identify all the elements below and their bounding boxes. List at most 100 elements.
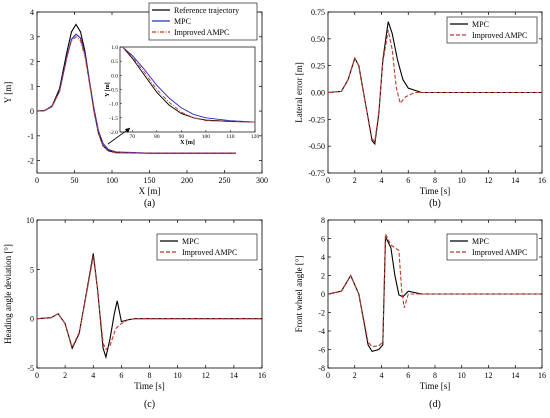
legend-label: Improved AMPC <box>472 31 527 40</box>
inset-x-tick-label: 70 <box>130 134 136 140</box>
y-tick-label: -6 <box>318 346 325 355</box>
legend-label: MPC <box>472 20 489 29</box>
x-tick-label: 2 <box>353 371 357 380</box>
y-tick-label: 0.75 <box>311 8 325 17</box>
series-line-improved-ampc <box>36 36 236 154</box>
y-axis-label: Heading angle deviation [°] <box>3 244 13 344</box>
x-axis-label: Time [s] <box>420 186 450 196</box>
inset-y-tick-label: -1.0 <box>109 102 118 108</box>
series-line-improved-ampc <box>327 30 542 144</box>
y-tick-label: 0.00 <box>311 89 325 98</box>
inset-y-tick-label: 0.0 <box>111 73 118 79</box>
x-tick-label: 150 <box>144 176 156 185</box>
x-tick-label: 14 <box>511 176 519 185</box>
y-tick-label: 0.50 <box>311 35 325 44</box>
inset-y-tick-label: -1.5 <box>109 116 118 122</box>
panel-label: (a) <box>144 198 155 209</box>
legend-label: MPC <box>174 17 191 26</box>
legend-label: Improved AMPC <box>472 248 527 257</box>
y-axis-label: Front wheel angle [°] <box>294 256 304 333</box>
y-tick-label: -0.75 <box>308 169 325 178</box>
x-axis-label: X [m] <box>139 186 161 196</box>
chart-panel-1: 0 50 100 150 200 250 300 -2 -1 0 1 2 3 4 X [m] Y [m] (a)… <box>3 2 268 209</box>
x-tick-label: 250 <box>219 176 231 185</box>
legend-label: Improved AMPC <box>174 28 229 37</box>
series-line-improved-ampc <box>327 233 542 348</box>
y-tick-label: 0 <box>30 107 34 116</box>
legend-box <box>446 16 538 44</box>
x-tick-label: 16 <box>538 371 546 380</box>
y-tick-label: 4 <box>321 253 325 262</box>
panel-label: (b) <box>429 198 441 209</box>
x-tick-label: 16 <box>538 176 546 185</box>
y-tick-label: 0 <box>321 290 325 299</box>
x-tick-label: 10 <box>458 371 466 380</box>
x-tick-label: 12 <box>485 176 493 185</box>
y-tick-label: -0.25 <box>308 115 325 124</box>
y-tick-label: 5 <box>30 265 34 274</box>
inset-y-tick-label: -2.0 <box>109 130 118 136</box>
x-tick-label: 6 <box>406 371 410 380</box>
x-tick-label: 12 <box>485 371 493 380</box>
legend: MPC Improved AMPC <box>446 233 538 261</box>
inset-x-axis-label: X [m] <box>180 140 195 146</box>
y-tick-label: -2 <box>27 157 34 166</box>
legend-label: Improved AMPC <box>182 248 237 257</box>
y-tick-label: 8 <box>321 216 325 225</box>
x-tick-label: 16 <box>258 371 266 380</box>
inset-y-axis-label: Y [m] <box>105 82 111 97</box>
y-tick-label: -1 <box>27 132 34 141</box>
inset-frame <box>119 46 256 133</box>
legend: Reference trajectory MPC Improved AMPC <box>148 2 258 41</box>
x-tick-label: 2 <box>353 176 357 185</box>
inset-y-tick-label: 0.5 <box>111 59 118 65</box>
inset-x-tick-label: 80 <box>154 134 160 140</box>
legend-label: Reference trajectory <box>174 6 239 15</box>
x-tick-label: 4 <box>380 176 384 185</box>
inset-x-tick-label: 100 <box>202 134 211 140</box>
y-tick-label: -4 <box>318 327 325 336</box>
panel-label: (c) <box>144 399 155 410</box>
panel-label: (d) <box>429 399 441 410</box>
y-tick-label: -2 <box>318 309 325 318</box>
x-tick-label: 300 <box>256 176 268 185</box>
y-tick-label: 2 <box>30 58 34 67</box>
x-tick-label: 0 <box>326 371 330 380</box>
inset-y-tick-label: 1.0 <box>111 45 118 51</box>
y-tick-label: 6 <box>321 235 325 244</box>
x-tick-label: 14 <box>230 371 238 380</box>
x-tick-label: 0 <box>35 371 39 380</box>
series-line-improved-ampc <box>36 256 262 351</box>
y-tick-label: 0 <box>30 315 34 324</box>
inset-pointer-arrowhead <box>125 128 130 133</box>
legend-label: MPC <box>472 237 489 246</box>
x-tick-label: 6 <box>406 176 410 185</box>
legend-label: MPC <box>182 237 199 246</box>
inset-x-tick-label: 110 <box>226 134 234 140</box>
inset-series-line <box>122 46 256 123</box>
inset-series-line <box>122 46 256 123</box>
x-tick-label: 4 <box>380 371 384 380</box>
x-tick-label: 12 <box>202 371 210 380</box>
series-line-mpc <box>36 253 262 360</box>
x-axis-label: Time [s] <box>420 381 450 391</box>
x-tick-label: 100 <box>106 176 118 185</box>
y-tick-label: 3 <box>30 33 34 42</box>
y-tick-label: -8 <box>318 364 325 373</box>
inset-x-tick-label: 90 <box>179 134 185 140</box>
x-tick-label: 0 <box>35 176 39 185</box>
x-tick-label: 4 <box>91 371 95 380</box>
series-line-reference-trajectory <box>36 23 236 154</box>
x-tick-label: 0 <box>326 176 330 185</box>
legend-box <box>446 233 538 261</box>
inset-y-tick-label: -0.5 <box>109 88 118 94</box>
y-axis-label: Y [m] <box>3 82 13 103</box>
x-tick-label: 10 <box>458 176 466 185</box>
inset-x-tick-label: 120 <box>251 134 260 140</box>
y-tick-label: 2 <box>321 272 325 281</box>
x-tick-label: 8 <box>433 176 437 185</box>
x-tick-label: 200 <box>181 176 193 185</box>
